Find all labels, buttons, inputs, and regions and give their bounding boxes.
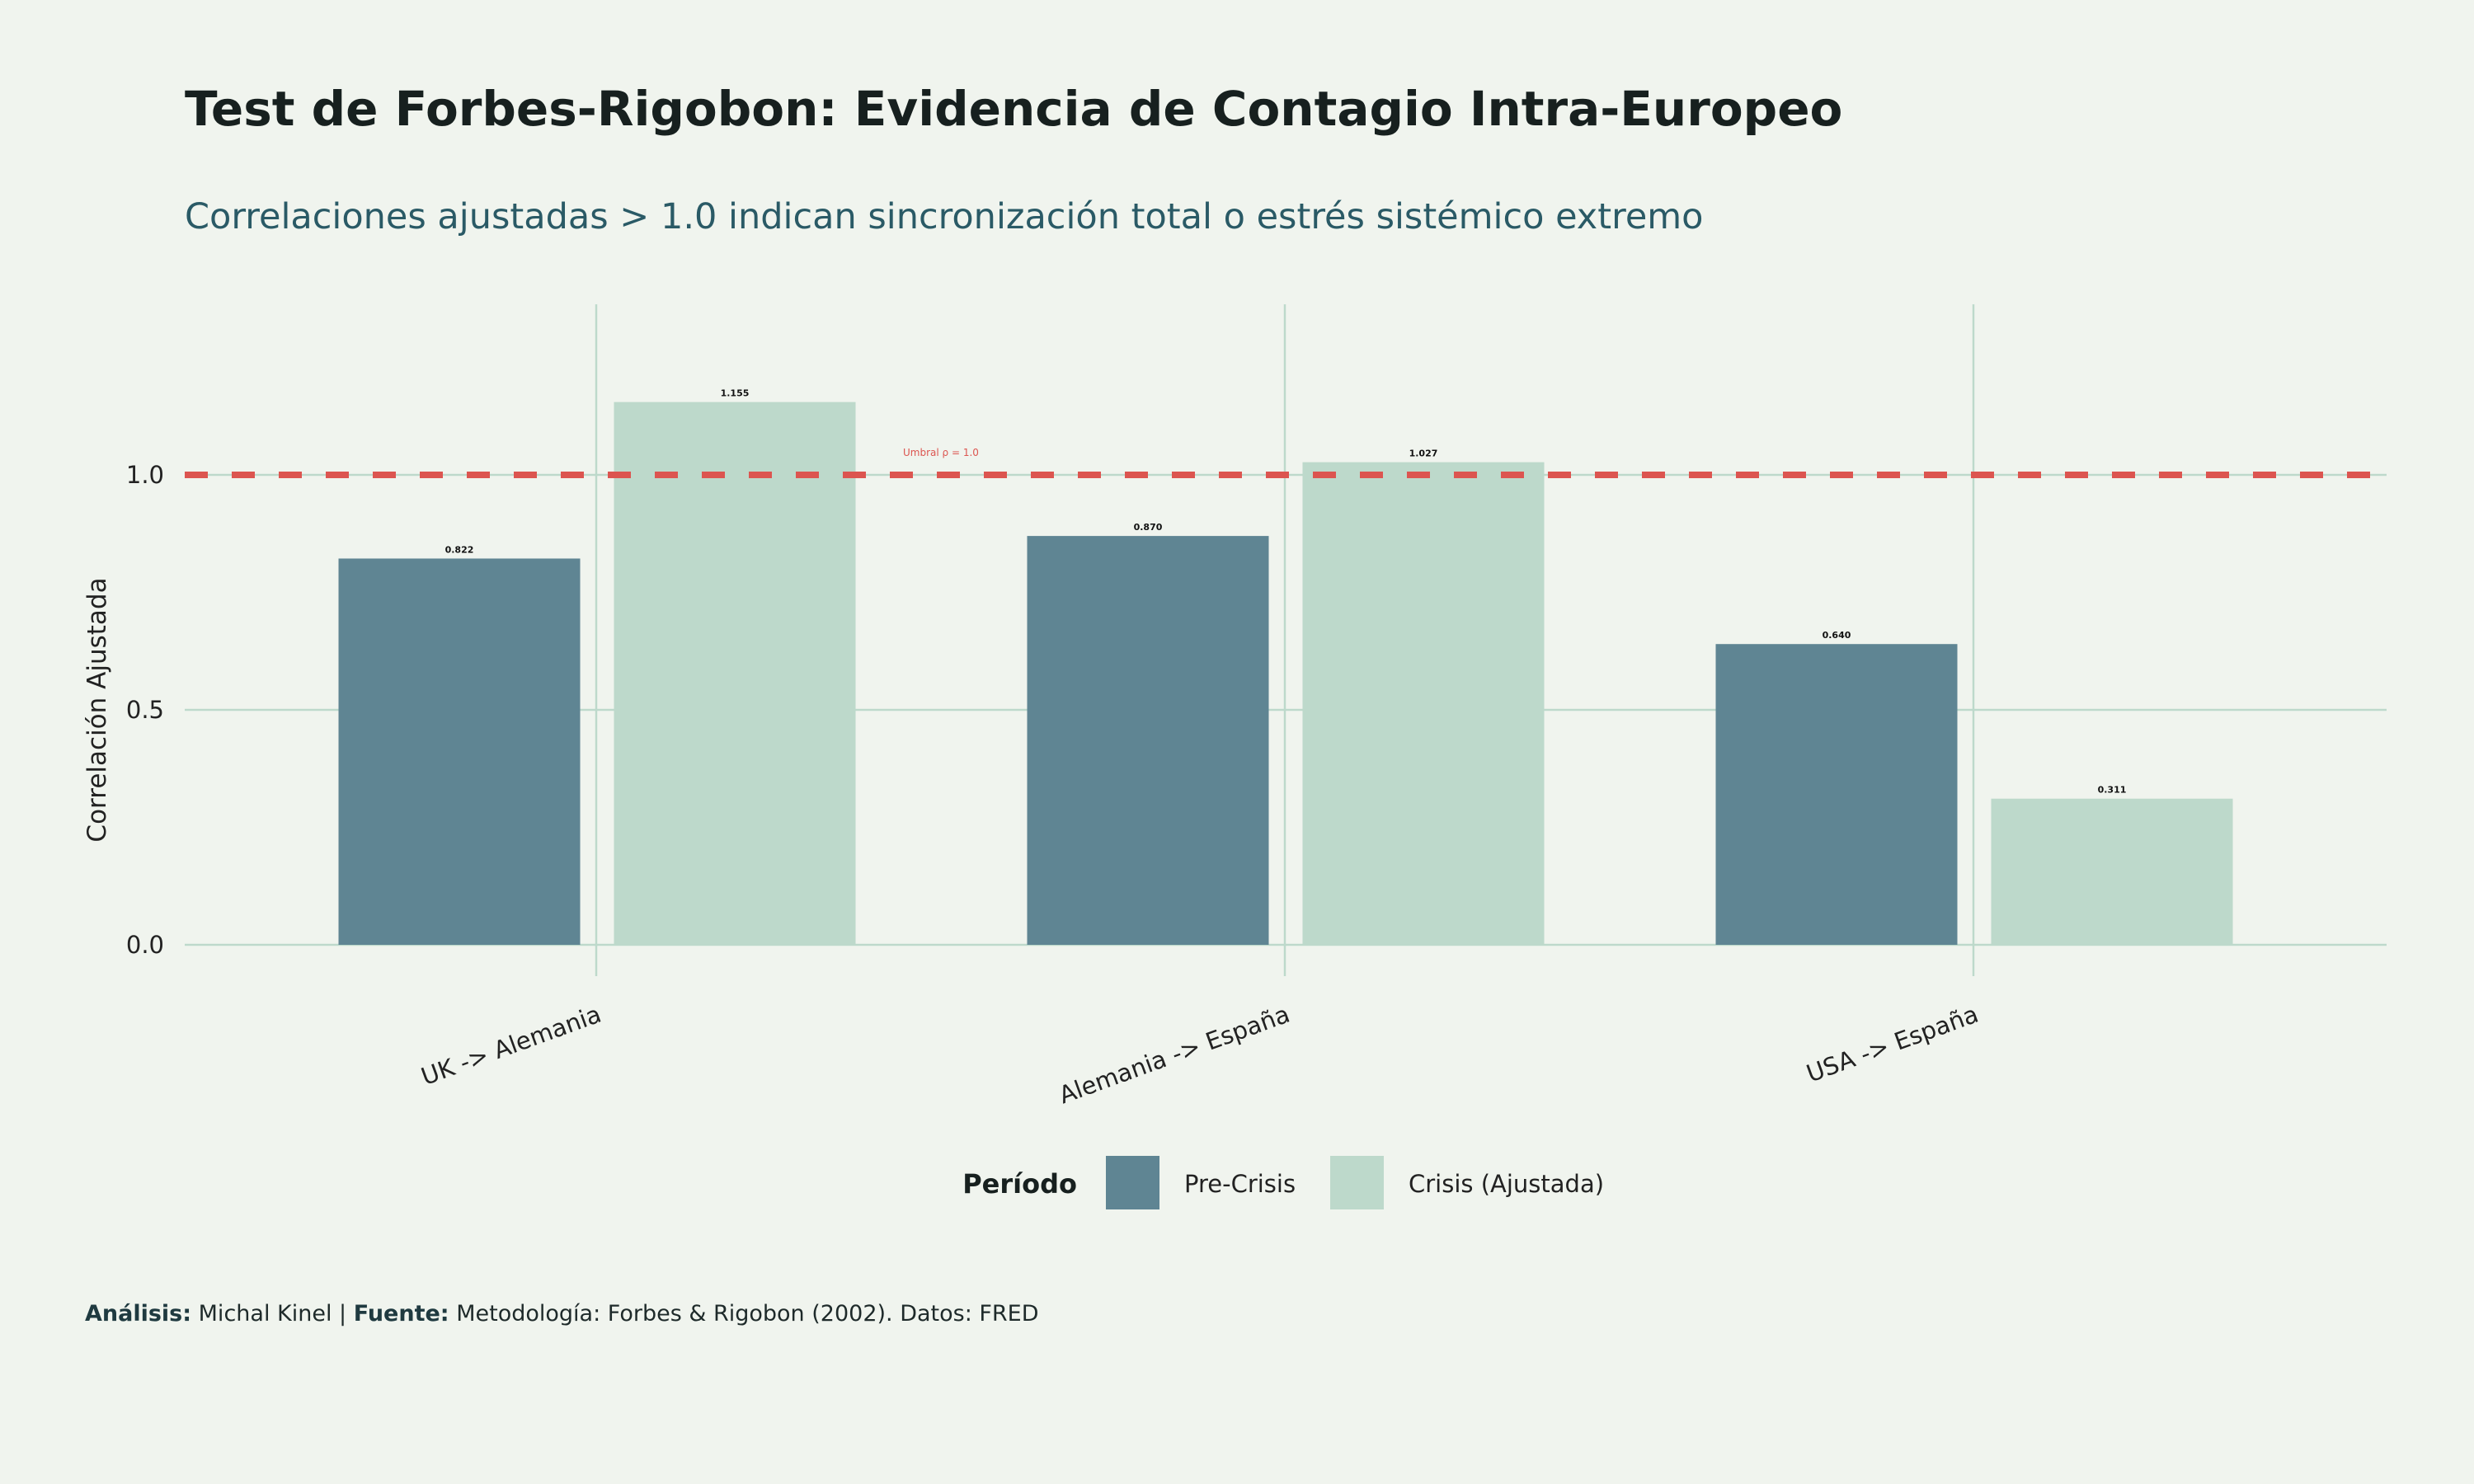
legend-label: Pre-Crisis [1184,1170,1296,1198]
y-axis-title: Correlación Ajustada [82,577,112,842]
y-tick-label: 1.0 [126,461,164,489]
data-label: 1.155 [721,388,750,399]
legend-title: Período [962,1168,1077,1200]
bar-pre-crisis [1715,644,1958,945]
bar-crisis [614,402,856,945]
x-tick-label: UK -> Alemania [417,1000,604,1091]
legend-swatch [1330,1156,1384,1209]
bar-pre-crisis [338,558,581,945]
caption-analysis-label: Análisis: [85,1301,192,1327]
caption: Análisis: Michal Kinel | Fuente: Metodol… [85,1301,1039,1327]
data-label: 0.870 [1134,522,1163,533]
y-tick-label: 0.0 [126,931,164,959]
data-label: 0.822 [445,544,474,555]
caption-source-value: Metodología: Forbes & Rigobon (2002). Da… [456,1301,1039,1327]
bar-pre-crisis [1027,536,1269,945]
y-tick-label: 0.5 [126,696,164,724]
chart-title: Test de Forbes-Rigobon: Evidencia de Con… [185,81,1843,137]
chart-subtitle: Correlaciones ajustadas > 1.0 indican si… [185,196,1704,237]
bar-crisis [1302,462,1545,945]
caption-source-label: Fuente: [353,1301,449,1327]
threshold-label: Umbral ρ = 1.0 [903,447,979,458]
data-label: 0.640 [1823,630,1851,641]
bar-crisis [1991,798,2233,945]
legend-label: Crisis (Ajustada) [1409,1170,1604,1198]
x-tick-label: USA -> España [1803,1000,1982,1088]
legend-swatch [1106,1156,1159,1209]
data-label: 1.027 [1409,448,1438,459]
caption-analysis-value: Michal Kinel | [198,1301,347,1327]
data-label: 0.311 [2098,785,2127,796]
x-tick-label: Alemania -> España [1056,1000,1294,1110]
